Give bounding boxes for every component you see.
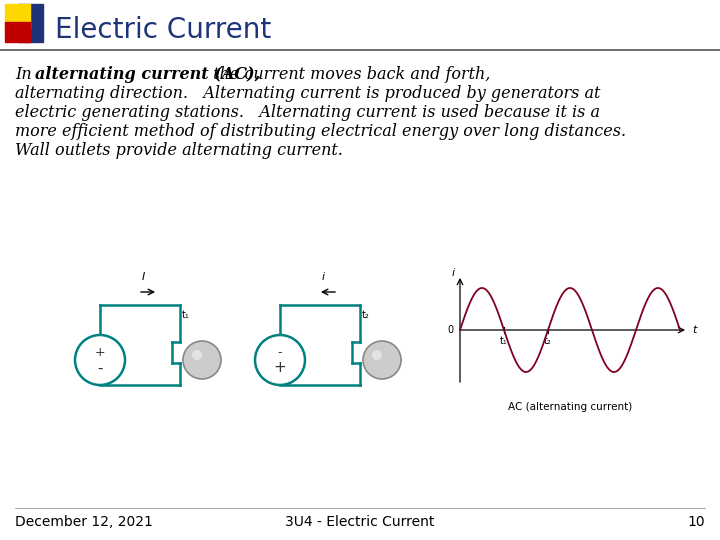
Text: t₂: t₂ [362,310,370,320]
Text: more efficient method of distributing electrical energy over long distances.: more efficient method of distributing el… [15,123,626,140]
Text: 10: 10 [688,515,705,529]
Circle shape [372,350,382,360]
Text: +: + [274,361,287,375]
Circle shape [75,335,125,385]
Text: +: + [95,347,105,360]
Bar [18,4,43,42]
Text: -: - [97,361,103,375]
Text: i: i [451,268,454,278]
Text: 3U4 - Electric Current: 3U4 - Electric Current [285,515,435,529]
Text: 0: 0 [448,325,454,335]
Bar [5,4,30,29]
Text: In: In [15,66,42,83]
Text: -: - [278,347,282,360]
Circle shape [192,350,202,360]
Text: alternating direction.   Alternating current is produced by generators at: alternating direction. Alternating curre… [15,85,600,102]
Text: I: I [141,272,145,282]
Circle shape [183,341,221,379]
Text: Wall outlets provide alternating current.: Wall outlets provide alternating current… [15,142,343,159]
Text: alternating current (AC),: alternating current (AC), [35,66,260,83]
Text: t₁: t₁ [182,310,190,320]
Text: AC (alternating current): AC (alternating current) [508,402,632,412]
Text: Electric Current: Electric Current [55,16,271,44]
Text: electric generating stations.   Alternating current is used because it is a: electric generating stations. Alternatin… [15,104,600,121]
Text: t: t [692,325,696,335]
Circle shape [255,335,305,385]
Text: the current moves back and forth,: the current moves back and forth, [208,66,490,83]
Text: t₁: t₁ [500,336,508,346]
Text: December 12, 2021: December 12, 2021 [15,515,153,529]
Text: i: i [321,272,325,282]
Circle shape [363,341,401,379]
Bar [5,22,30,42]
Text: t₂: t₂ [544,336,552,346]
